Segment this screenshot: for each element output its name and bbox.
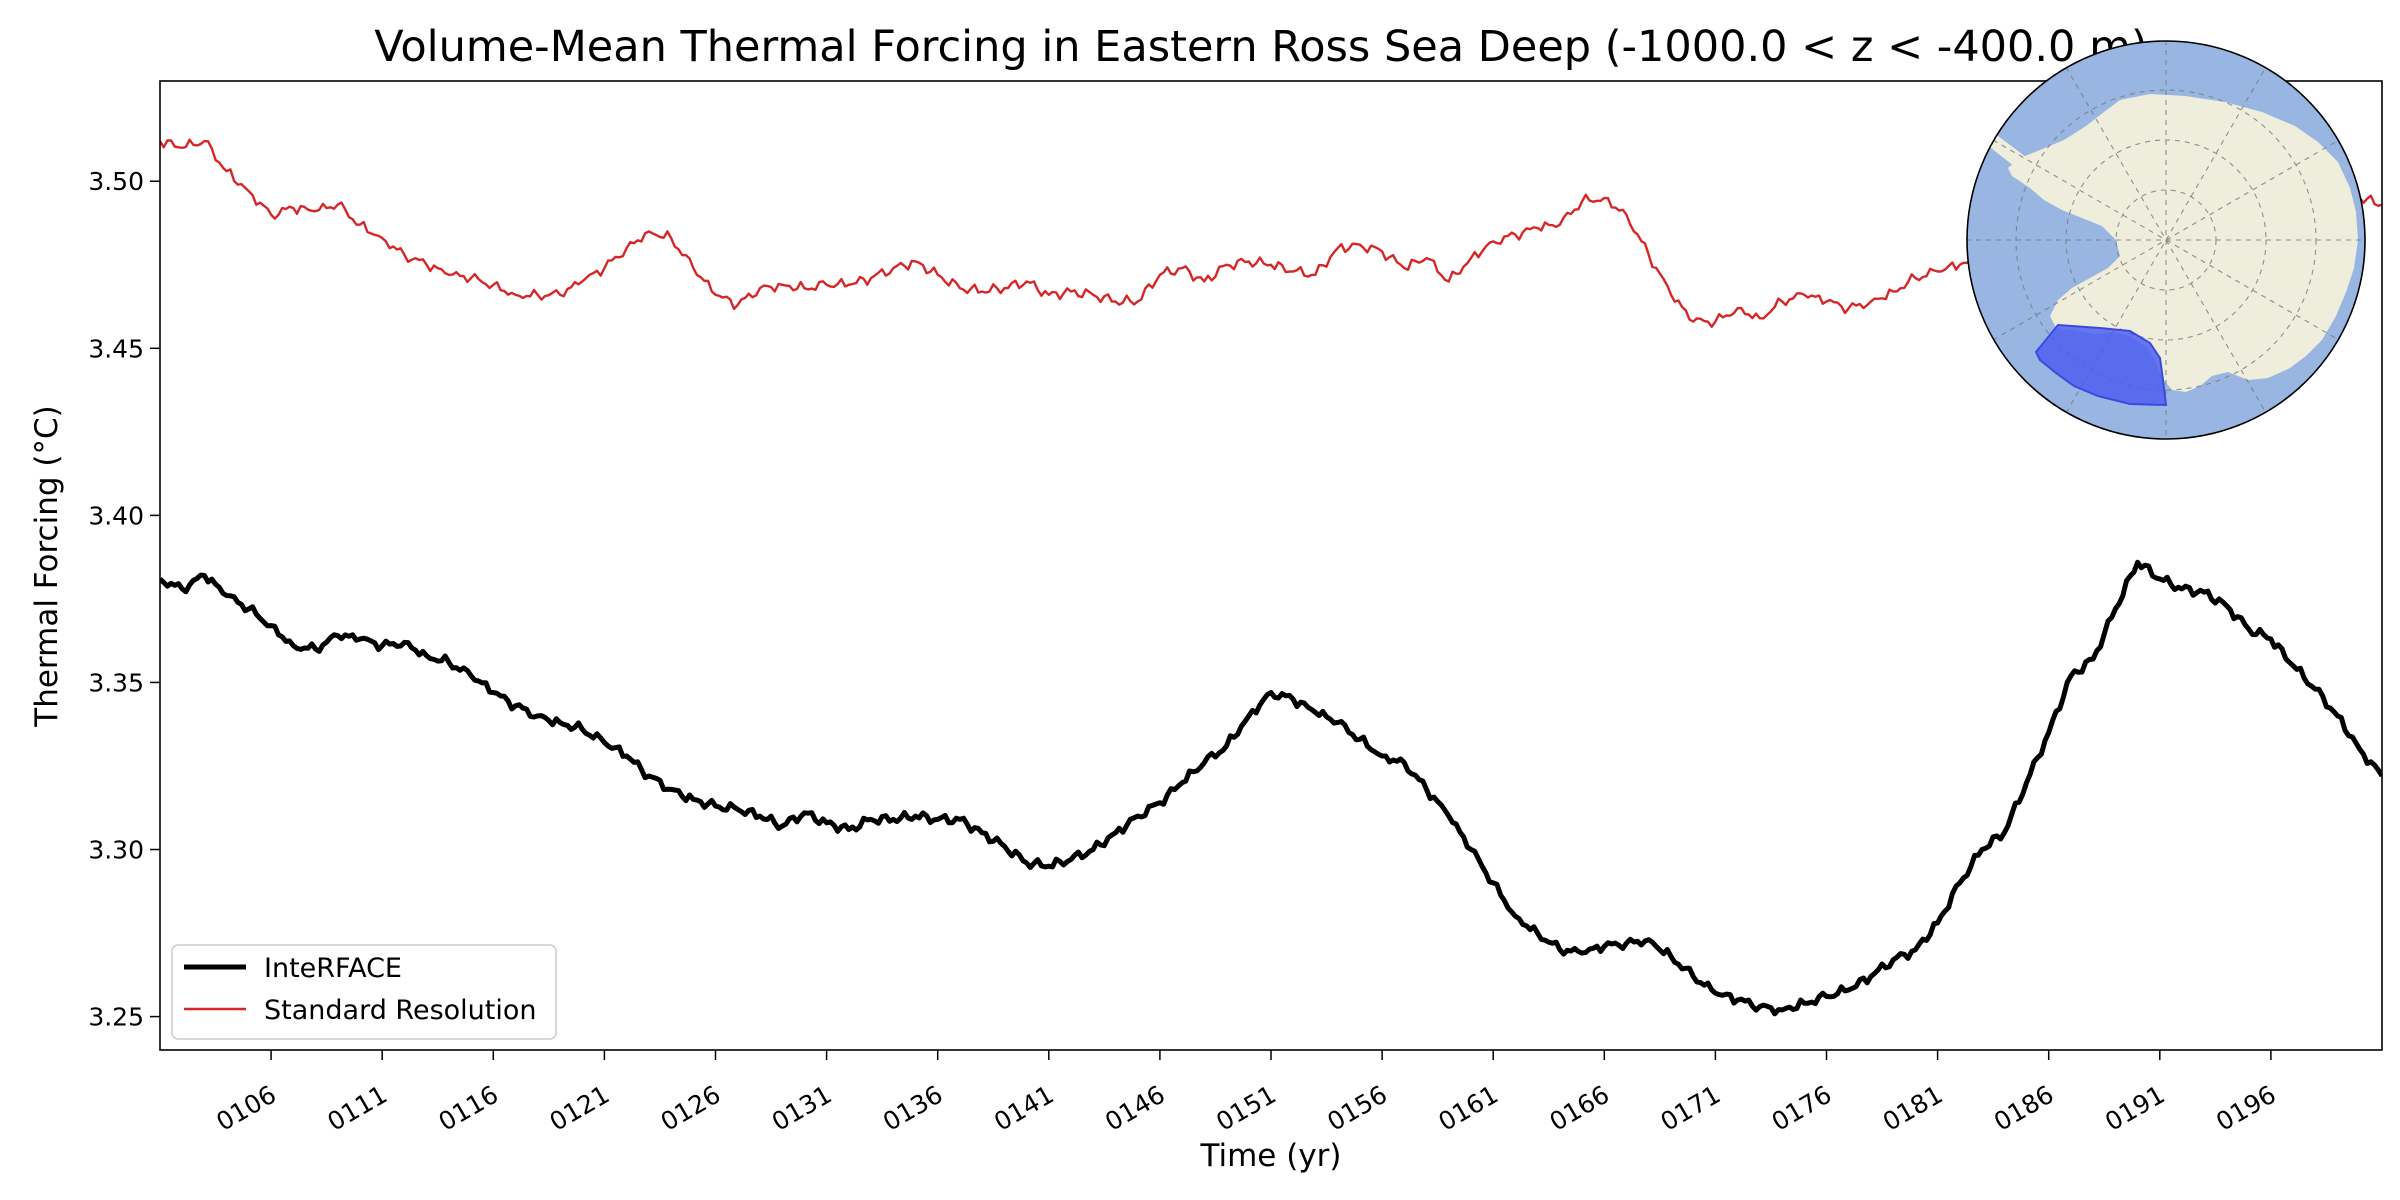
series-line-interface [160, 559, 2382, 1017]
y-axis-label: Thermal Forcing (°C) [29, 405, 65, 727]
inset-region-highlight [2034, 323, 2168, 407]
inset-map [1966, 40, 2366, 440]
inset-border [1966, 40, 2366, 440]
y-tick-label: 3.35 [88, 668, 144, 697]
x-tick-label: 0176 [1767, 1080, 1837, 1137]
y-tick-label: 3.40 [88, 501, 144, 530]
legend: InteRFACE Standard Resolution [171, 944, 557, 1040]
x-tick-label: 0156 [1322, 1080, 1392, 1137]
x-tick-label: 0111 [322, 1080, 392, 1137]
legend-label-interface: InteRFACE [264, 953, 402, 984]
x-tick-label: 0151 [1211, 1080, 1281, 1137]
legend-box [171, 944, 557, 1040]
x-tick-label: 0141 [989, 1080, 1059, 1137]
x-tick-label: 0131 [767, 1080, 837, 1137]
y-tick-label: 3.30 [88, 836, 144, 865]
x-tick-label: 0136 [878, 1080, 948, 1137]
y-tick-label: 3.25 [88, 1003, 144, 1032]
x-tick-label: 0161 [1433, 1080, 1503, 1137]
x-tick-label: 0181 [1878, 1080, 1948, 1137]
inset-graticule [1967, 41, 2365, 439]
x-tick-label: 0146 [1100, 1080, 1170, 1137]
x-tick-label: 0126 [656, 1080, 726, 1137]
x-tick-label: 0196 [2211, 1080, 2281, 1137]
x-tick-label: 0166 [1545, 1080, 1615, 1137]
x-tick-label: 0121 [545, 1080, 615, 1137]
x-tick-label: 0171 [1656, 1080, 1726, 1137]
x-axis: 0106 0111 0116 0121 0126 0131 0136 0141 0146 0151… [211, 1050, 2281, 1137]
x-axis-label: Time (yr) [1200, 1138, 1342, 1174]
x-tick-label: 0106 [211, 1080, 281, 1137]
y-tick-label: 3.50 [88, 167, 144, 196]
chart-title: Volume-Mean Thermal Forcing in Eastern R… [374, 22, 2148, 72]
y-axis: 3.25 3.30 3.35 3.40 3.45 3.50 [88, 167, 160, 1032]
x-tick-label: 0116 [434, 1080, 504, 1137]
x-tick-label: 0191 [2100, 1080, 2170, 1137]
x-tick-label: 0186 [1989, 1080, 2059, 1137]
y-tick-label: 3.45 [88, 334, 144, 363]
legend-label-standard-resolution: Standard Resolution [264, 995, 537, 1026]
